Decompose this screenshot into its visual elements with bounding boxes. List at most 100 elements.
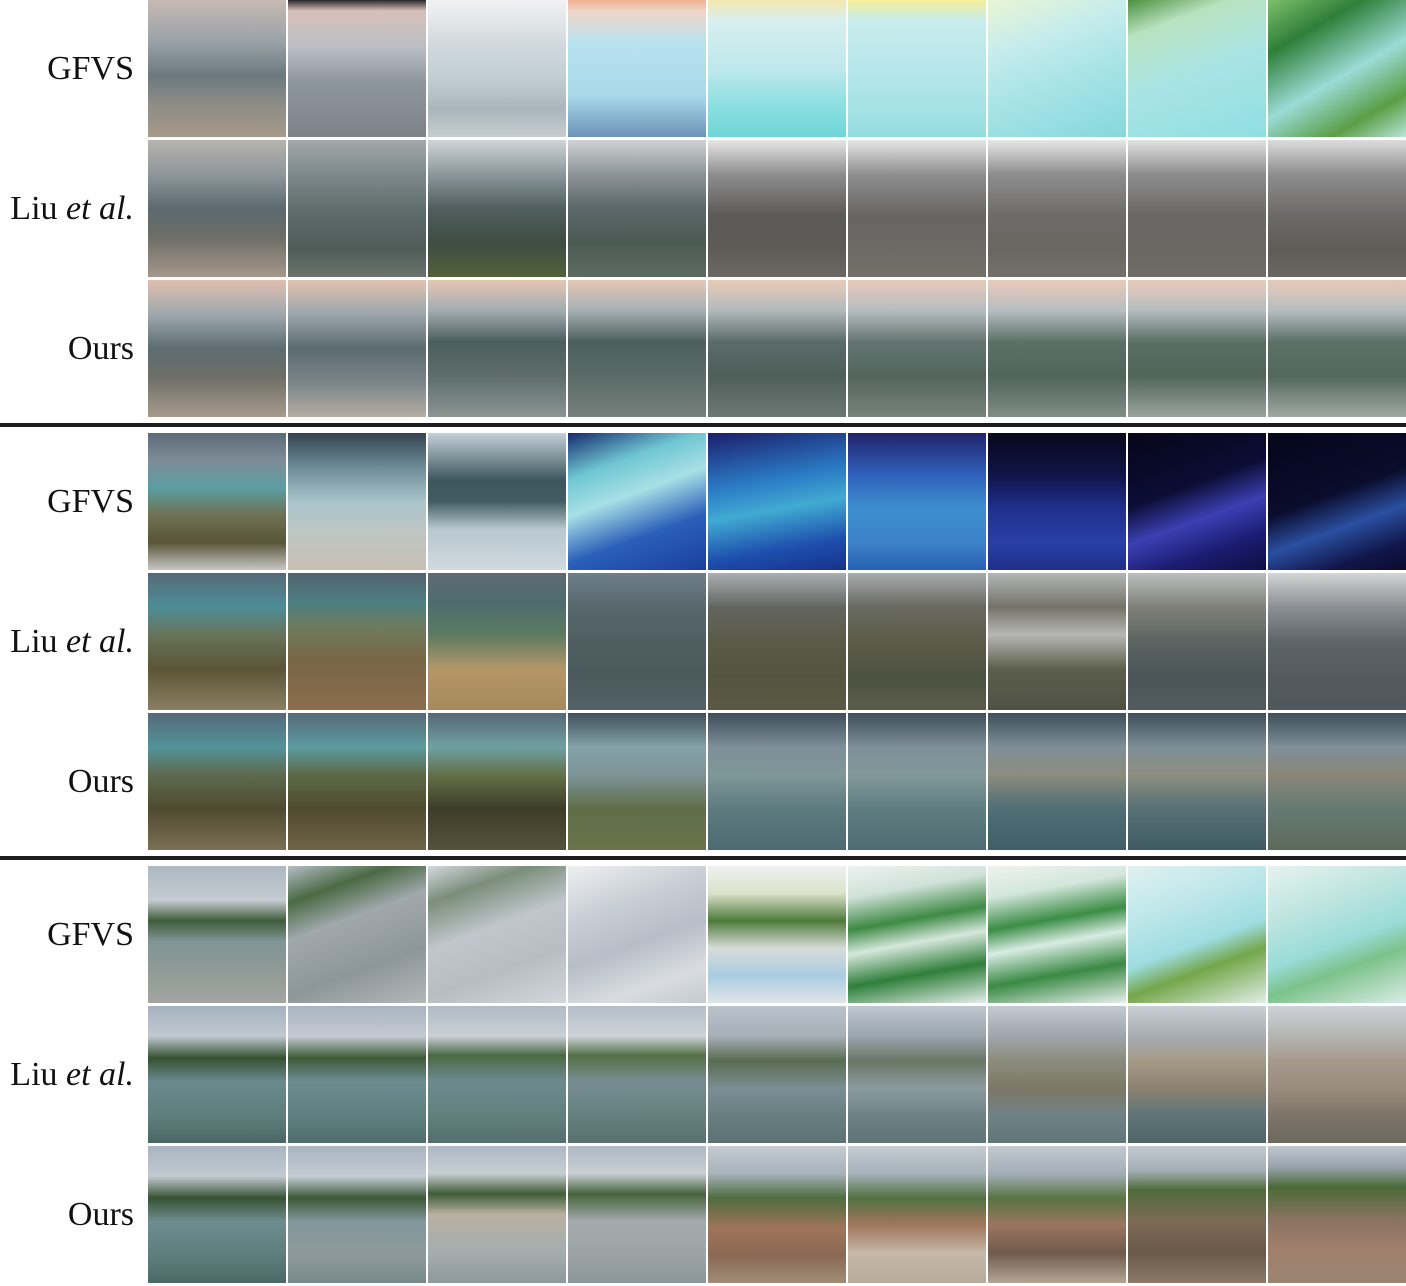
frame-8 xyxy=(1128,866,1266,1003)
frame-2 xyxy=(288,713,426,850)
frame-6 xyxy=(848,1146,986,1283)
frame-3 xyxy=(428,1146,566,1283)
method-label-gfvs: GFVS xyxy=(0,433,134,570)
frame-8 xyxy=(1128,1146,1266,1283)
frame-1 xyxy=(148,433,286,570)
frame-4 xyxy=(568,0,706,137)
frame-9 xyxy=(1268,140,1406,277)
frame-2 xyxy=(288,280,426,417)
frame-4 xyxy=(568,280,706,417)
frame-4 xyxy=(568,713,706,850)
method-label-ours: Ours xyxy=(0,280,134,417)
frame-4 xyxy=(568,140,706,277)
frame-2 xyxy=(288,1146,426,1283)
frame-3 xyxy=(428,280,566,417)
frame-1 xyxy=(148,713,286,850)
frame-6 xyxy=(848,140,986,277)
frame-3 xyxy=(428,1006,566,1143)
frame-5 xyxy=(708,1006,846,1143)
frame-6 xyxy=(848,866,986,1003)
row-gfvs: GFVS xyxy=(0,433,1406,570)
frame-7 xyxy=(988,0,1126,137)
frame-7 xyxy=(988,1146,1126,1283)
frame-8 xyxy=(1128,433,1266,570)
frame-1 xyxy=(148,140,286,277)
frame-9 xyxy=(1268,1146,1406,1283)
frame-5 xyxy=(708,713,846,850)
frame-7 xyxy=(988,866,1126,1003)
frame-5 xyxy=(708,0,846,137)
frame-1 xyxy=(148,1006,286,1143)
method-label-gfvs: GFVS xyxy=(0,866,134,1003)
frame-9 xyxy=(1268,280,1406,417)
frame-1 xyxy=(148,1146,286,1283)
frame-9 xyxy=(1268,1006,1406,1143)
frame-7 xyxy=(988,280,1126,417)
frame-2 xyxy=(288,573,426,710)
frame-6 xyxy=(848,713,986,850)
method-label-liu: Liu et al. xyxy=(0,573,134,710)
row-ours: Ours xyxy=(0,1146,1406,1283)
frame-3 xyxy=(428,0,566,137)
frame-3 xyxy=(428,433,566,570)
method-label-gfvs: GFVS xyxy=(0,0,134,137)
frame-5 xyxy=(708,280,846,417)
frame-8 xyxy=(1128,140,1266,277)
frame-4 xyxy=(568,1006,706,1143)
frame-5 xyxy=(708,140,846,277)
frame-7 xyxy=(988,140,1126,277)
frame-6 xyxy=(848,433,986,570)
row-gfvs: GFVS xyxy=(0,0,1406,137)
block-separator-1 xyxy=(0,423,1406,427)
method-label-liu: Liu et al. xyxy=(0,140,134,277)
frame-2 xyxy=(288,0,426,137)
frame-9 xyxy=(1268,713,1406,850)
frame-6 xyxy=(848,0,986,137)
frame-4 xyxy=(568,866,706,1003)
method-label-liu: Liu et al. xyxy=(0,1006,134,1143)
row-ours: Ours xyxy=(0,280,1406,417)
row-gfvs: GFVS xyxy=(0,866,1406,1003)
row-ours: Ours xyxy=(0,713,1406,850)
frame-8 xyxy=(1128,1006,1266,1143)
frame-3 xyxy=(428,866,566,1003)
frame-1 xyxy=(148,866,286,1003)
block-separator-2 xyxy=(0,856,1406,860)
frame-1 xyxy=(148,280,286,417)
frame-6 xyxy=(848,573,986,710)
frame-6 xyxy=(848,280,986,417)
frame-1 xyxy=(148,573,286,710)
frame-5 xyxy=(708,866,846,1003)
method-label-ours: Ours xyxy=(0,713,134,850)
frame-9 xyxy=(1268,573,1406,710)
row-liu: Liu et al. xyxy=(0,573,1406,710)
frame-8 xyxy=(1128,0,1266,137)
frame-8 xyxy=(1128,713,1266,850)
frame-9 xyxy=(1268,866,1406,1003)
frame-2 xyxy=(288,866,426,1003)
frame-7 xyxy=(988,713,1126,850)
frame-5 xyxy=(708,1146,846,1283)
frame-3 xyxy=(428,713,566,850)
frame-2 xyxy=(288,433,426,570)
frame-5 xyxy=(708,573,846,710)
frame-7 xyxy=(988,573,1126,710)
frame-9 xyxy=(1268,0,1406,137)
frame-2 xyxy=(288,140,426,277)
frame-2 xyxy=(288,1006,426,1143)
frame-5 xyxy=(708,433,846,570)
frame-7 xyxy=(988,433,1126,570)
frame-3 xyxy=(428,140,566,277)
frame-8 xyxy=(1128,573,1266,710)
frame-4 xyxy=(568,433,706,570)
frame-8 xyxy=(1128,280,1266,417)
row-liu: Liu et al. xyxy=(0,1006,1406,1143)
frame-3 xyxy=(428,573,566,710)
frame-9 xyxy=(1268,433,1406,570)
row-liu: Liu et al. xyxy=(0,140,1406,277)
frame-6 xyxy=(848,1006,986,1143)
frame-4 xyxy=(568,573,706,710)
frame-7 xyxy=(988,1006,1126,1143)
frame-1 xyxy=(148,0,286,137)
frame-4 xyxy=(568,1146,706,1283)
